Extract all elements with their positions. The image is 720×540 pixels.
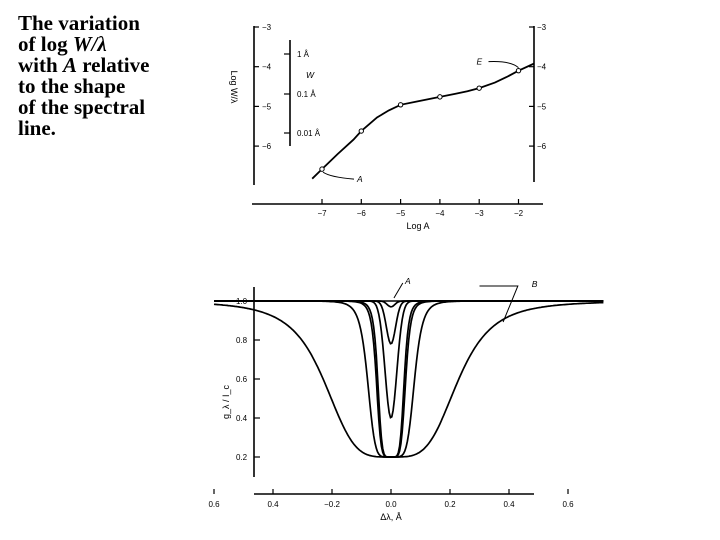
growth-right-tick-label: −6 bbox=[537, 142, 547, 151]
growth-data-point bbox=[476, 85, 482, 91]
caption-line: to the shape bbox=[18, 74, 126, 98]
caption-math: A bbox=[62, 53, 77, 77]
annotation-arrow bbox=[488, 61, 519, 69]
growth-data-point bbox=[358, 128, 364, 134]
growth-right-tick-label: −4 bbox=[537, 63, 547, 72]
annotation-label: B bbox=[532, 279, 538, 289]
w-axis-tick-label: 0.01 Å bbox=[297, 129, 321, 138]
profile-y-tick-label: 0.2 bbox=[236, 453, 248, 462]
growth-x-tick-label: −4 bbox=[435, 209, 445, 218]
profile-y-tick-label: 0.8 bbox=[236, 336, 248, 345]
growth-data-point bbox=[319, 166, 325, 172]
profile-y-tick-label: 0.6 bbox=[236, 375, 248, 384]
growth-x-tick-label: −2 bbox=[514, 209, 524, 218]
growth-right-tick-label: −3 bbox=[537, 23, 547, 32]
w-axis-tick-label: 0.1 Å bbox=[297, 90, 316, 99]
growth-data-point bbox=[437, 94, 443, 100]
growth-x-label: Log A bbox=[406, 221, 429, 231]
profile-chart: 0.6 0.4 −0.2 0.0 0.2 0.4 0.6 1.00.80.60.40.2 Δ… bbox=[208, 276, 604, 522]
profile-x-tick-label: −0.2 bbox=[324, 500, 340, 509]
growth-x-tick-label: −3 bbox=[475, 209, 485, 218]
growth-x-tick-label: −7 bbox=[317, 209, 327, 218]
caption-line: of log W/λ bbox=[18, 34, 208, 55]
growth-y-label: Log W/λ bbox=[229, 70, 239, 104]
growth-right-tick-label: −5 bbox=[537, 102, 547, 111]
profile-x-tick-label: 0.6 bbox=[562, 500, 574, 509]
growth-x-tick-label: −5 bbox=[396, 209, 406, 218]
annotation-arrow bbox=[322, 171, 355, 180]
growth-data-point bbox=[515, 67, 522, 74]
annotation-arrow bbox=[479, 285, 519, 323]
caption-line: of the spectral bbox=[18, 95, 146, 119]
growth-x-tick-label: −6 bbox=[357, 209, 367, 218]
caption-math: W/λ bbox=[72, 32, 107, 56]
profile-y-label: g_λ / I_c bbox=[221, 384, 231, 419]
line-profile bbox=[213, 301, 604, 458]
caption-line: with A relative bbox=[18, 55, 208, 76]
annotation-label: E bbox=[477, 57, 483, 67]
w-axis-tick-label: 1 Å bbox=[297, 50, 310, 59]
annotation-label: A bbox=[404, 276, 411, 286]
growth-y-tick-label: −4 bbox=[262, 63, 272, 72]
profile-x-tick-label: 0.4 bbox=[267, 500, 279, 509]
growth-chart: −7 −6 −5 −4 −3 −2 −3 −3 −4 −4 −5 −5 −6 −6 1 Å 0.1 Å 0.… bbox=[229, 23, 547, 231]
profile-x-label: Δλ, Å bbox=[380, 512, 402, 522]
profile-x-tick-label: 0.0 bbox=[385, 500, 397, 509]
caption-text: relative bbox=[76, 53, 150, 77]
profile-y-tick-label: 0.4 bbox=[236, 414, 248, 423]
profile-x-tick-label: 0.4 bbox=[503, 500, 515, 509]
figure-caption: The variation of log W/λ with A relative… bbox=[18, 13, 208, 139]
line-profile bbox=[214, 300, 604, 458]
growth-y-tick-label: −5 bbox=[262, 102, 272, 111]
caption-text: with bbox=[18, 53, 63, 77]
w-axis-label: W bbox=[306, 70, 315, 80]
caption-line: line. bbox=[18, 116, 56, 140]
profile-x-tick-label: 0.6 bbox=[208, 500, 220, 509]
growth-y-tick-label: −6 bbox=[262, 142, 272, 151]
line-profile bbox=[214, 300, 604, 419]
growth-data-point bbox=[397, 102, 404, 108]
caption-text: of log bbox=[18, 32, 73, 56]
annotation-arrow bbox=[393, 282, 404, 299]
growth-curve bbox=[311, 62, 535, 180]
annotation-label: A bbox=[356, 174, 363, 184]
growth-y-tick-label: −3 bbox=[262, 23, 272, 32]
profile-x-tick-label: 0.2 bbox=[444, 500, 456, 509]
caption-line: The variation bbox=[18, 11, 140, 35]
